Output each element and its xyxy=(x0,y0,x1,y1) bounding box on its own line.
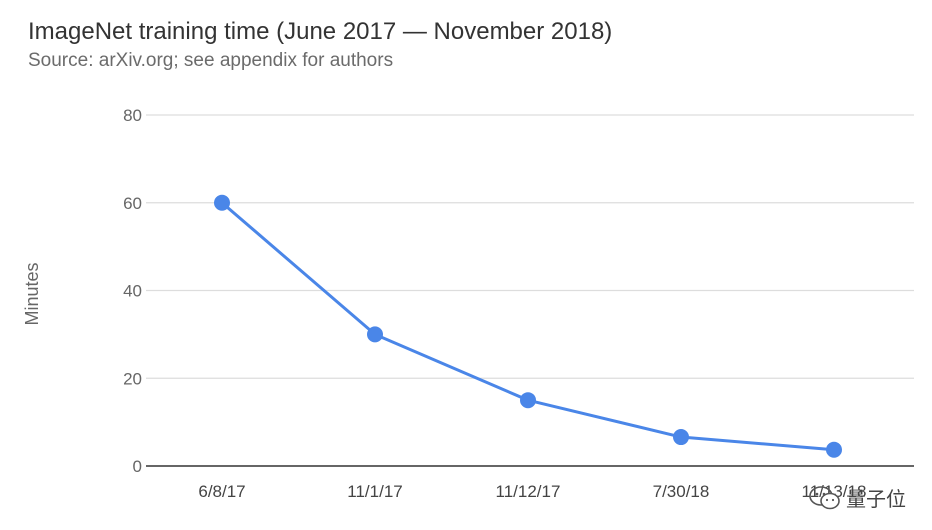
data-point xyxy=(520,392,536,409)
data-point xyxy=(214,194,230,211)
wechat-icon xyxy=(809,485,840,509)
x-tick-label: 11/12/17 xyxy=(496,482,561,501)
y-tick-label: 40 xyxy=(123,282,142,301)
data-point xyxy=(826,441,842,458)
x-tick-label: 7/30/18 xyxy=(653,482,710,501)
chart-title: ImageNet training time (June 2017 — Nove… xyxy=(28,18,613,45)
series-line xyxy=(221,201,835,452)
y-tick-label: 60 xyxy=(123,194,142,213)
y-tick-label: 80 xyxy=(123,106,142,125)
x-tick-label: 6/8/17 xyxy=(198,482,245,501)
data-point xyxy=(673,429,689,446)
y-tick-label: 0 xyxy=(133,457,142,476)
watermark-text: 量子位 xyxy=(846,489,906,511)
watermark: 量子位 xyxy=(808,483,906,512)
y-axis-label: Minutes xyxy=(22,262,42,325)
x-tick-label: 11/1/17 xyxy=(347,482,402,501)
y-tick-label: 20 xyxy=(123,369,142,388)
data-point xyxy=(367,326,383,343)
chart-subtitle: Source: arXiv.org; see appendix for auth… xyxy=(28,50,394,71)
